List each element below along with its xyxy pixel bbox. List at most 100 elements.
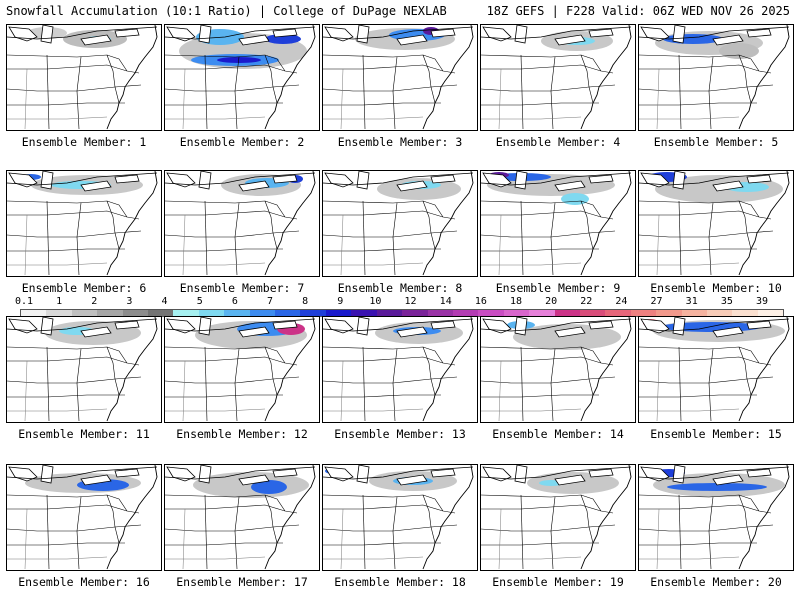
map-canvas xyxy=(481,465,632,570)
map-boundary xyxy=(234,348,240,422)
map-boundary xyxy=(712,474,744,486)
map-boundary xyxy=(554,326,586,338)
map-boundary xyxy=(323,210,456,220)
map-boundary xyxy=(323,248,441,252)
map-boundary xyxy=(639,556,740,560)
map-boundary xyxy=(422,171,474,276)
map-boundary xyxy=(481,210,614,220)
colorbar-swatch xyxy=(554,310,580,316)
colorbar-label: 10 xyxy=(369,296,382,307)
map-boundary xyxy=(340,68,344,130)
snowfall-map xyxy=(480,464,636,571)
map-boundary xyxy=(323,318,474,332)
colorbar-swatch xyxy=(630,310,657,316)
colorbar-swatch xyxy=(478,310,504,316)
map-boundary xyxy=(7,318,158,332)
map-boundary xyxy=(323,466,474,480)
ensemble-member-label: Ensemble Member: 13 xyxy=(334,427,466,441)
map-boundary xyxy=(481,318,632,332)
map-boundary xyxy=(165,64,298,74)
colorbar-label: 1 xyxy=(56,296,63,307)
map-boundary xyxy=(656,360,660,422)
colorbar-label: 27 xyxy=(650,296,663,307)
map-boundary xyxy=(204,200,208,276)
map-boundary xyxy=(481,356,614,366)
map-boundary xyxy=(430,28,456,38)
snowfall-map xyxy=(638,24,794,131)
map-boundary xyxy=(264,346,278,396)
map-boundary xyxy=(7,494,128,512)
ensemble-member-label: Ensemble Member: 4 xyxy=(495,135,621,149)
map-boundary xyxy=(198,25,212,44)
map-boundary xyxy=(356,171,370,190)
map-boundary xyxy=(362,494,366,570)
ensemble-member-label: Ensemble Member: 1 xyxy=(21,135,147,149)
ensemble-panel: Ensemble Member: 1 xyxy=(6,24,162,154)
colorbar-swatch xyxy=(529,310,555,316)
map-boundary xyxy=(580,494,594,544)
map-boundary xyxy=(204,494,208,570)
map-canvas xyxy=(7,25,158,130)
map-boundary xyxy=(234,496,240,570)
snowfall-map xyxy=(322,24,478,131)
map-boundary xyxy=(106,25,158,130)
map-boundary xyxy=(272,320,298,330)
snowfall-map xyxy=(638,464,794,571)
snowfall-map xyxy=(480,316,636,423)
ensemble-panel: Ensemble Member: 17 xyxy=(164,464,320,594)
map-boundary xyxy=(165,504,298,514)
map-boundary xyxy=(498,68,502,130)
snowfall-map xyxy=(480,24,636,131)
map-boundary xyxy=(76,348,82,422)
map-boundary xyxy=(639,102,757,106)
map-canvas xyxy=(323,465,474,570)
map-boundary xyxy=(746,28,772,38)
map-boundary xyxy=(746,468,772,478)
map-boundary xyxy=(106,317,158,422)
map-boundary xyxy=(639,542,757,546)
map-canvas xyxy=(639,171,790,276)
colorbar-swatch xyxy=(275,310,301,316)
map-boundary xyxy=(422,346,436,396)
map-boundary xyxy=(392,56,398,130)
map-boundary xyxy=(356,317,370,336)
map-boundary xyxy=(708,348,714,422)
map-boundary xyxy=(514,25,528,44)
map-boundary xyxy=(550,202,556,276)
map-boundary xyxy=(481,102,599,106)
colorbar-swatch xyxy=(402,310,428,316)
map-boundary xyxy=(323,504,456,514)
colorbar-label: 2 xyxy=(91,296,98,307)
map-boundary xyxy=(7,542,125,546)
map-boundary xyxy=(708,56,714,130)
ensemble-member-label: Ensemble Member: 8 xyxy=(337,281,463,295)
map-boundary xyxy=(422,317,474,422)
snowfall-contour xyxy=(251,480,287,494)
ensemble-panel: Ensemble Member: 7 xyxy=(164,170,320,300)
map-boundary xyxy=(165,262,266,266)
ensemble-member-label: Ensemble Member: 7 xyxy=(179,281,305,295)
map-boundary xyxy=(198,317,212,336)
map-boundary xyxy=(114,468,140,478)
ensemble-panel: Ensemble Member: 4 xyxy=(480,24,636,154)
colorbar-swatch xyxy=(198,310,225,316)
map-boundary xyxy=(182,508,186,570)
map-boundary xyxy=(24,508,28,570)
map-boundary xyxy=(323,84,458,92)
map-boundary xyxy=(554,474,586,486)
map-boundary xyxy=(738,317,790,422)
snowfall-map xyxy=(164,170,320,277)
map-boundary xyxy=(7,172,158,186)
model-run-info: 18Z GEFS | F228 Valid: 06Z WED NOV 26 20… xyxy=(486,4,790,18)
snowfall-map xyxy=(638,316,794,423)
colorbar-swatch xyxy=(97,310,123,316)
map-boundary xyxy=(639,230,774,238)
colorbar-label: 6 xyxy=(231,296,238,307)
map-boundary xyxy=(639,26,790,40)
map-boundary xyxy=(7,116,108,120)
ensemble-panel: Ensemble Member: 11 xyxy=(6,316,162,446)
map-canvas xyxy=(165,317,316,422)
colorbar-label: 22 xyxy=(580,296,593,307)
map-boundary xyxy=(7,356,140,366)
map-boundary xyxy=(554,180,586,192)
